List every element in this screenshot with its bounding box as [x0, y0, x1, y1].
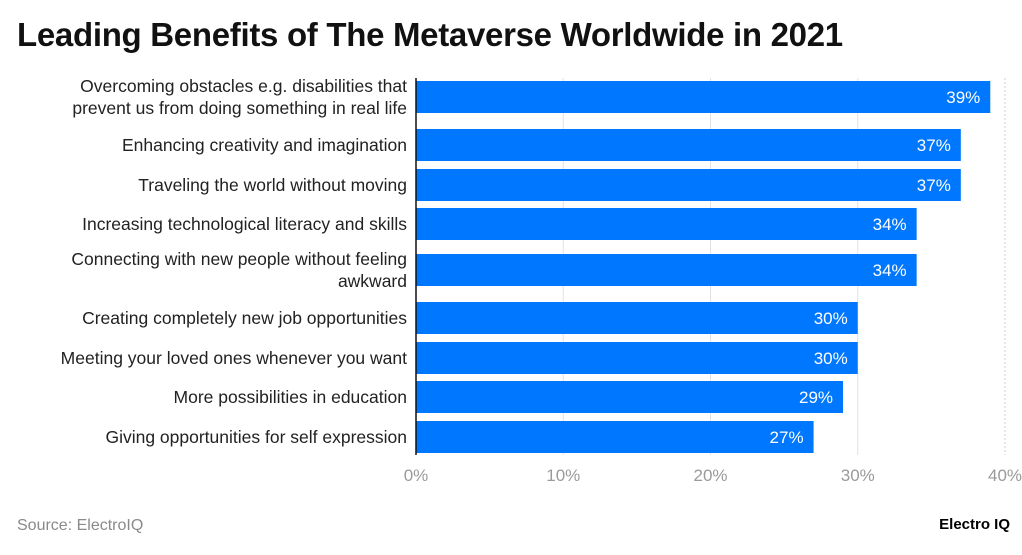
category-label: More possibilities in education [174, 387, 407, 407]
bar-value-label: 30% [814, 349, 848, 368]
category-label: Connecting with new people without feeli… [71, 249, 407, 269]
x-tick-label: 10% [546, 466, 580, 485]
bar-value-label: 37% [917, 136, 951, 155]
category-label: Meeting your loved ones whenever you wan… [61, 348, 407, 368]
bar-value-label: 39% [946, 88, 980, 107]
bar [416, 342, 858, 374]
bar-value-label: 27% [770, 428, 804, 447]
chart-title: Leading Benefits of The Metaverse Worldw… [17, 16, 843, 53]
source-note: Source: ElectroIQ [17, 517, 144, 534]
bar [416, 129, 961, 161]
bar [416, 381, 844, 413]
bar-value-label: 37% [917, 176, 951, 195]
x-tick-label: 30% [841, 466, 875, 485]
category-label: Giving opportunities for self expression [105, 427, 407, 447]
category-label: awkward [338, 271, 407, 291]
bar [416, 302, 858, 334]
bar [416, 81, 991, 113]
brand-logo: Electro IQ [939, 516, 1010, 533]
x-tick-label: 0% [404, 466, 429, 485]
bar-value-label: 34% [873, 261, 907, 280]
bar-value-label: 34% [873, 215, 907, 234]
x-tick-label: 40% [988, 466, 1022, 485]
bar [416, 421, 814, 453]
bar [416, 208, 917, 240]
bar [416, 169, 961, 201]
category-label: Traveling the world without moving [138, 175, 407, 195]
bar-value-label: 30% [814, 309, 848, 328]
category-label: Creating completely new job opportunitie… [82, 308, 407, 328]
category-label: Increasing technological literacy and sk… [82, 214, 407, 234]
category-label: Enhancing creativity and imagination [122, 135, 407, 155]
category-label: Overcoming obstacles e.g. disabilities t… [80, 76, 407, 96]
category-label: prevent us from doing something in real … [72, 98, 407, 118]
bar [416, 254, 917, 286]
x-tick-label: 20% [693, 466, 727, 485]
bar-value-label: 29% [799, 388, 833, 407]
